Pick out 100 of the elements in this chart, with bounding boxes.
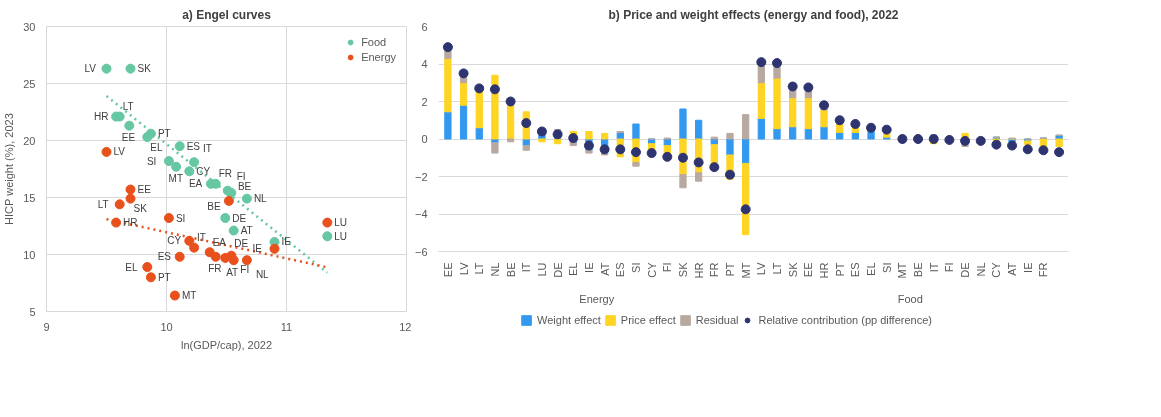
data-label: SK bbox=[137, 63, 152, 75]
x-tick-label: LV bbox=[457, 261, 470, 276]
y-tick-label: 25 bbox=[23, 77, 36, 90]
x-tick-label: LT bbox=[473, 262, 486, 275]
chart-title: b) Price and weight effects (energy and food), 2022 bbox=[608, 7, 899, 22]
text: Food bbox=[897, 292, 923, 305]
x-tick-label: SI bbox=[629, 262, 642, 273]
data-label: BE bbox=[237, 181, 252, 193]
data-label: SI bbox=[175, 212, 186, 224]
y-tick-label: 10 bbox=[23, 248, 36, 261]
y-tick-label: 6 bbox=[421, 20, 428, 33]
legend-label: Price effect bbox=[620, 314, 676, 326]
legend-label: Energy bbox=[361, 51, 396, 63]
data-label: IE bbox=[281, 236, 292, 248]
x-tick-label: FR bbox=[1037, 262, 1050, 278]
x-tick-label: SK bbox=[676, 261, 689, 278]
y-tick-label: −4 bbox=[414, 208, 428, 220]
legend-label: Food bbox=[361, 36, 387, 48]
x-tick-label: DE bbox=[959, 262, 972, 278]
x-tick-label: LV bbox=[755, 261, 768, 276]
x-tick-label: NL bbox=[974, 262, 987, 277]
x-tick-label: DE bbox=[551, 262, 564, 278]
x-tick-label: EE bbox=[802, 262, 815, 278]
x-tick-label: IE bbox=[582, 262, 595, 273]
text: Energy bbox=[579, 292, 615, 305]
data-label: EA bbox=[188, 178, 203, 190]
data-label: MT bbox=[168, 173, 184, 185]
data-label: LT bbox=[122, 101, 134, 113]
legend-label: Relative contribution (pp difference) bbox=[758, 314, 932, 326]
data-label: MT bbox=[181, 290, 197, 302]
data-label: DE bbox=[232, 212, 247, 224]
x-tick-label: 11 bbox=[280, 320, 293, 333]
x-tick-label: IE bbox=[1021, 262, 1034, 273]
data-label: ES bbox=[157, 251, 172, 263]
x-axis-title: ln(GDP/cap), 2022 bbox=[180, 338, 273, 351]
legend-label: Weight effect bbox=[537, 314, 601, 326]
x-tick-label: 10 bbox=[160, 320, 173, 333]
data-label: DE bbox=[234, 238, 249, 250]
legend-label: Residual bbox=[695, 314, 739, 326]
x-tick-label: EL bbox=[865, 262, 878, 276]
y-tick-label: 5 bbox=[29, 305, 36, 318]
x-tick-label: PT bbox=[833, 262, 846, 277]
data-label: EE bbox=[121, 132, 136, 144]
y-tick-label: 4 bbox=[421, 58, 428, 70]
y-tick-label: 2 bbox=[421, 95, 428, 108]
x-tick-label: AT bbox=[598, 262, 611, 276]
data-label: CY bbox=[196, 165, 211, 177]
data-label: ES bbox=[186, 140, 201, 152]
y-tick-label: 20 bbox=[23, 134, 36, 147]
x-tick-label: FI bbox=[661, 262, 674, 273]
data-label: FI bbox=[236, 171, 246, 183]
x-tick-label: BE bbox=[912, 262, 925, 278]
data-label: LU bbox=[334, 217, 348, 229]
data-label: LV bbox=[84, 63, 97, 75]
data-label: SI bbox=[146, 155, 157, 167]
x-tick-label: 9 bbox=[43, 320, 50, 333]
data-label: NL bbox=[253, 193, 268, 205]
x-tick-label: CY bbox=[645, 261, 658, 278]
chart-title: a) Engel curves bbox=[182, 7, 272, 22]
x-tick-label: SK bbox=[786, 261, 799, 278]
x-tick-label: PT bbox=[723, 262, 736, 277]
data-label: LT bbox=[97, 198, 109, 210]
x-tick-label: 12 bbox=[399, 320, 412, 333]
x-tick-label: ES bbox=[849, 262, 862, 278]
data-label: HR bbox=[94, 111, 109, 123]
data-label: IT bbox=[197, 232, 206, 244]
y-tick-label: 0 bbox=[421, 133, 428, 145]
x-tick-label: EL bbox=[567, 262, 580, 276]
x-tick-label: HR bbox=[692, 262, 705, 279]
x-tick-label: FR bbox=[708, 262, 721, 278]
x-tick-label: IT bbox=[520, 262, 533, 273]
x-tick-label: SI bbox=[880, 262, 893, 273]
x-tick-label: EE bbox=[441, 262, 454, 278]
data-label: EL bbox=[150, 141, 163, 153]
y-tick-label: 30 bbox=[23, 20, 36, 33]
x-tick-label: MT bbox=[896, 262, 909, 279]
data-label: CY bbox=[167, 235, 182, 247]
data-label: HR bbox=[123, 217, 138, 229]
y-tick-label: −2 bbox=[414, 170, 428, 183]
data-label: LU bbox=[334, 230, 348, 242]
data-label: EE bbox=[137, 184, 152, 196]
y-tick-label: −6 bbox=[414, 245, 428, 258]
data-label: AT bbox=[240, 225, 253, 237]
x-tick-label: ES bbox=[614, 262, 627, 278]
data-label: BE bbox=[207, 201, 221, 213]
data-label: SK bbox=[133, 203, 148, 215]
x-tick-label: LU bbox=[535, 262, 548, 277]
x-tick-label: FI bbox=[943, 262, 956, 273]
y-tick-label: 15 bbox=[23, 191, 36, 204]
x-tick-label: CY bbox=[990, 261, 1003, 278]
x-tick-label: BE bbox=[504, 262, 517, 278]
x-tick-label: NL bbox=[488, 262, 501, 277]
data-label: FR bbox=[218, 168, 233, 180]
x-tick-label: LT bbox=[771, 262, 784, 275]
data-label: LV bbox=[113, 146, 126, 158]
data-label: EA bbox=[212, 236, 227, 248]
x-tick-label: IT bbox=[927, 262, 940, 273]
x-tick-label: AT bbox=[1006, 262, 1019, 276]
data-label: PT bbox=[157, 128, 171, 140]
data-label: IE bbox=[252, 243, 263, 255]
